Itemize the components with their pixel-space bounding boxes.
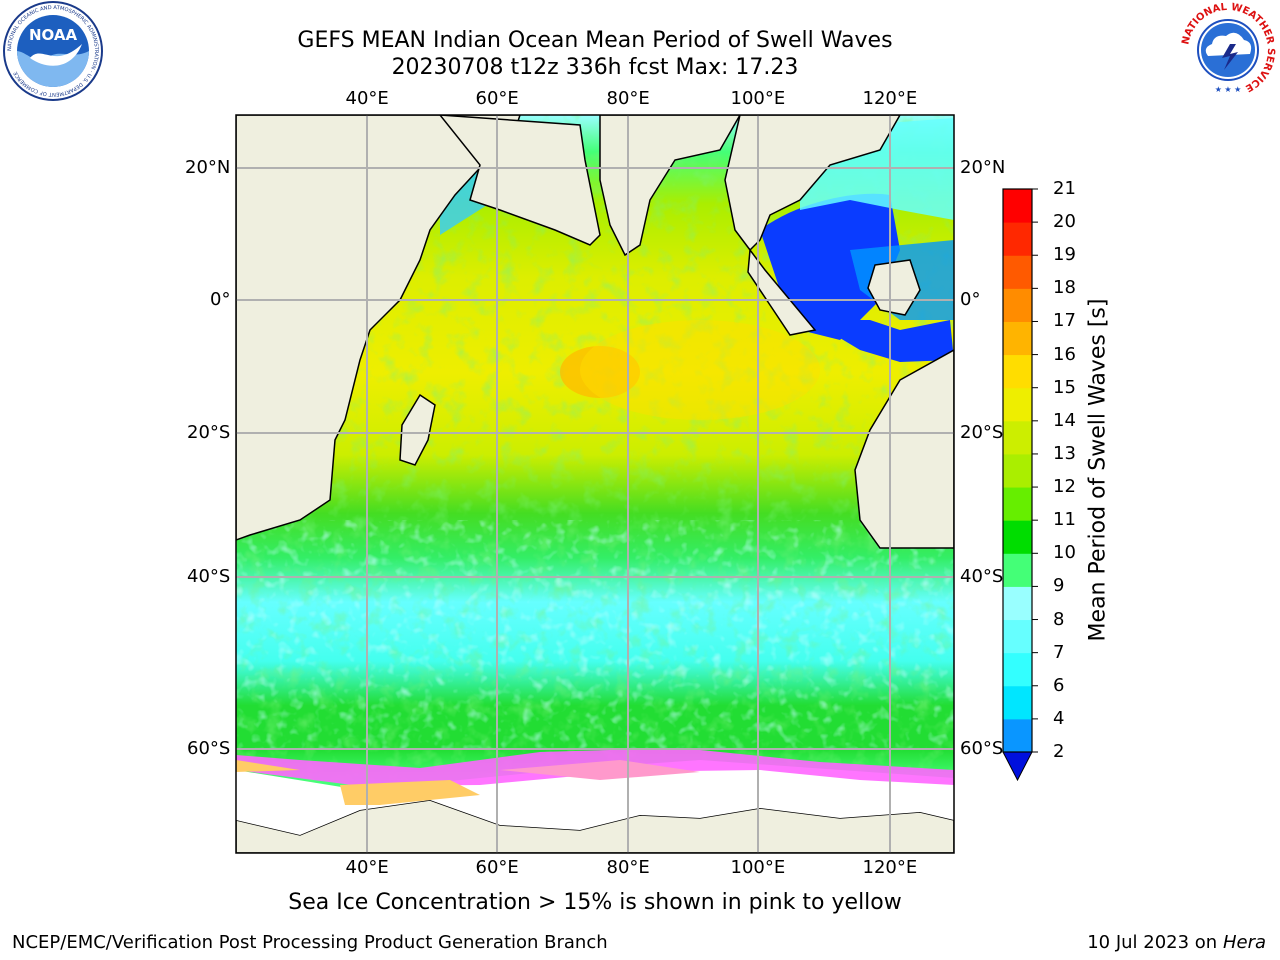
colorbar-segment: [1003, 222, 1032, 256]
no-data-zone: [236, 760, 954, 835]
lat-label-right: 20°S: [960, 422, 1004, 443]
map-frame: [235, 114, 955, 854]
lon-label-top: 60°E: [475, 88, 519, 109]
colorbar-tick-label: 14: [1053, 409, 1076, 431]
map-subtitle: 20230708 t12z 336h fcst Max: 17.23: [391, 55, 799, 80]
colorbar-tick-label: 7: [1053, 641, 1065, 663]
lat-label-right: 40°S: [960, 566, 1004, 587]
colorbar-segment: [1003, 685, 1032, 720]
colorbar-tick-label: 17: [1053, 310, 1076, 332]
colorbar-outline: [1002, 188, 1033, 753]
colorbar-segment: [1003, 255, 1032, 289]
max-period-area: [560, 346, 640, 398]
colorbar-segment: [1003, 520, 1032, 554]
colorbar-segment: [1003, 652, 1032, 687]
lat-label-left: 60°S: [187, 738, 231, 759]
lat-label-left: 40°S: [187, 566, 231, 587]
lat-label-left: 20°S: [187, 422, 231, 443]
nws-logo: NATIONAL WEATHER SERVICE ★ ★ ★: [1180, 2, 1276, 98]
date-text: 10 Jul 2023 on: [1087, 932, 1223, 953]
colorbar-title: Mean Period of Swell Waves [s]: [1085, 298, 1111, 642]
colorbar-tick-label: 12: [1053, 476, 1076, 498]
colorbar-segment: [1003, 586, 1032, 621]
colorbar-tick-label: 21: [1053, 178, 1076, 199]
lon-label-top: 80°E: [606, 88, 650, 109]
colorbar-segment: [1003, 553, 1032, 587]
colorbar-tick-label: 16: [1053, 343, 1076, 365]
colorbar-tick-label: 6: [1053, 674, 1065, 696]
lat-label-left: 20°N: [185, 157, 231, 178]
colorbar-tick-label: 9: [1053, 575, 1065, 597]
colorbar-segment: [1003, 453, 1032, 488]
colorbar-tick-label: 11: [1053, 509, 1076, 531]
colorbar-tick-label: 4: [1053, 707, 1065, 729]
lat-label-right: 0°: [960, 289, 981, 310]
colorbar-under-arrow: [1002, 751, 1033, 782]
noaa-logo: NATIONAL OCEANIC AND ATMOSPHERIC ADMINIS…: [3, 1, 103, 101]
colorbar-tick-label: 2: [1053, 741, 1065, 762]
colorbar-segment: [1003, 420, 1032, 455]
colorbar-segment: [1003, 619, 1032, 654]
colorbar-segment: [1003, 354, 1032, 389]
lat-label-right: 60°S: [960, 738, 1004, 759]
graticule: [236, 115, 954, 853]
lon-label-top: 40°E: [345, 88, 389, 109]
credit-line: NCEP/EMC/Verification Post Processing Pr…: [12, 932, 608, 953]
colorbar-segment: [1003, 288, 1032, 322]
colorbar: [1002, 188, 1038, 782]
colorbar-segment: [1003, 387, 1032, 422]
map-area: [236, 115, 954, 853]
run-date: 10 Jul 2023 on Hera: [1087, 932, 1266, 954]
sea-ice-band: [236, 748, 954, 805]
colorbar-segment: [1003, 487, 1032, 521]
sea-ice-footnote: Sea Ice Concentration > 15% is shown in …: [288, 890, 902, 915]
noaa-text: NOAA: [29, 26, 78, 44]
machine-name: Hera: [1222, 932, 1266, 953]
lat-label-left: 0°: [210, 289, 231, 310]
colorbar-segment: [1003, 718, 1032, 753]
lon-label-bottom: 40°E: [345, 857, 389, 878]
lon-label-bottom: 100°E: [730, 857, 786, 878]
lat-label-right: 20°N: [960, 157, 1006, 178]
colorbar-tick-label: 8: [1053, 608, 1065, 630]
colorbar-segment: [1003, 321, 1032, 356]
colorbar-tick-label: 20: [1053, 211, 1076, 233]
colorbar-tick-label: 10: [1053, 542, 1076, 564]
colorbar-tick-label: 19: [1053, 244, 1076, 266]
svg-text:★ ★ ★: ★ ★ ★: [1215, 85, 1242, 94]
colorbar-tick-label: 15: [1053, 376, 1076, 398]
lon-label-top: 120°E: [862, 88, 918, 109]
colorbar-tick-label: 13: [1053, 442, 1076, 464]
lon-label-top: 100°E: [730, 88, 786, 109]
colorbar-segment: [1003, 189, 1032, 223]
lon-label-bottom: 80°E: [606, 857, 650, 878]
lon-label-bottom: 60°E: [475, 857, 519, 878]
lon-label-bottom: 120°E: [862, 857, 918, 878]
colorbar-tick-label: 18: [1053, 277, 1076, 299]
map-title: GEFS MEAN Indian Ocean Mean Period of Sw…: [297, 28, 893, 53]
